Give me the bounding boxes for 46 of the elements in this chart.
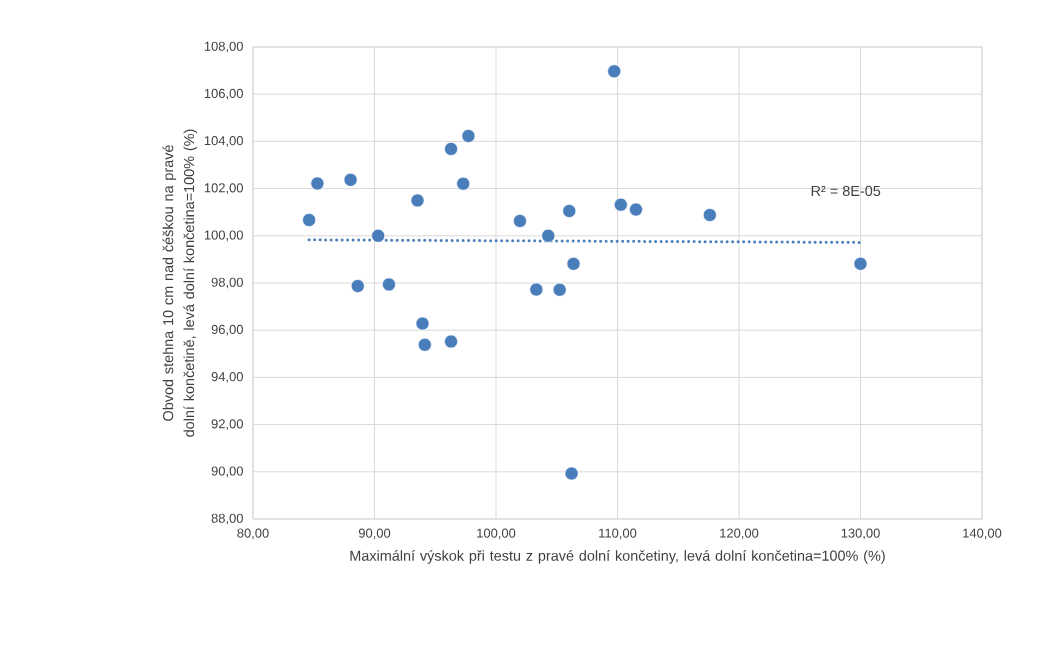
y-tick-label: 104,00 <box>204 136 243 147</box>
x-axis-title: Maximální výskok při testu z pravé dolní končetiny, levá dolní končetina=100% (%) <box>350 550 885 564</box>
y-tick-label: 106,00 <box>204 88 243 100</box>
point <box>410 193 425 208</box>
x-tick-label: 140,00 <box>963 528 1002 540</box>
point <box>613 197 628 212</box>
point <box>310 176 325 191</box>
point <box>513 214 527 228</box>
x-tick-label: 100,00 <box>477 528 516 540</box>
point <box>444 334 458 349</box>
point <box>461 129 476 143</box>
point <box>371 228 385 243</box>
point <box>415 316 430 331</box>
x-tick-label: 130,00 <box>841 528 880 540</box>
y-tick-label: 100,00 <box>204 230 243 242</box>
y-tick-label: 88,00 <box>211 513 243 525</box>
point <box>629 202 643 217</box>
y-tick-label: 108,00 <box>204 41 243 53</box>
x-tick-label: 80,00 <box>237 528 269 540</box>
point <box>853 257 868 271</box>
point <box>343 173 358 187</box>
point <box>444 142 458 156</box>
point <box>418 338 432 352</box>
point <box>456 176 470 191</box>
y-axis-title: Obvod stehna 10 cm nad čéškou na pravé dolní končetině, levá dolní končetina=100% (%) <box>162 129 198 437</box>
y-tick-label: 96,00 <box>211 324 243 336</box>
y-tick-label: 102,00 <box>204 183 243 194</box>
point <box>552 283 567 297</box>
point <box>529 282 544 297</box>
y-tick-label: 92,00 <box>211 419 243 430</box>
annotation: R² = 8E-05 <box>811 185 881 197</box>
point <box>302 213 316 227</box>
point <box>562 204 577 218</box>
point <box>703 208 717 222</box>
x-tick-label: 90,00 <box>358 528 391 540</box>
point <box>382 277 396 292</box>
x-tick-label: 120,00 <box>720 528 759 540</box>
point <box>541 228 556 243</box>
point <box>607 64 622 79</box>
point <box>566 257 581 271</box>
y-tick-label: 90,00 <box>211 466 243 478</box>
y-tick-label: 94,00 <box>211 372 243 383</box>
x-tick-label: 110,00 <box>599 528 637 540</box>
point <box>350 279 365 293</box>
y-tick-label: 98,00 <box>211 277 243 289</box>
point <box>564 466 579 481</box>
